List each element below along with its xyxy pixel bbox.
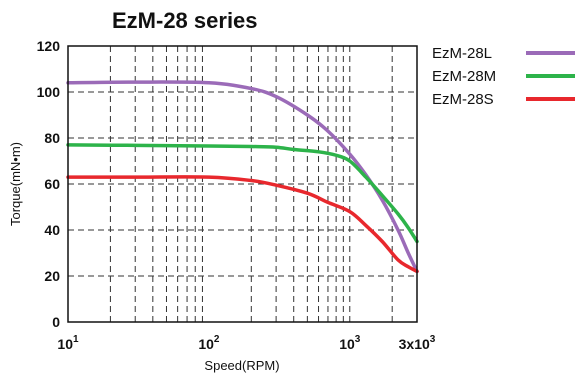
series-line-ezm-28m — [66, 143, 419, 244]
grid-lines — [68, 46, 417, 322]
x-tick-label: 102 — [198, 334, 220, 352]
x-axis-label: Speed(RPM) — [204, 358, 279, 373]
series-line-ezm-28l — [66, 80, 419, 274]
y-tick-label: 120 — [37, 38, 61, 54]
y-tick-label: 20 — [44, 268, 60, 284]
x-tick-label: 103 — [339, 334, 361, 352]
axis-ticks: 0 20 40 60 80 100 120 101 102 103 3x103 — [37, 38, 436, 352]
legend-label-ezm-28l: EzM-28L — [432, 45, 492, 62]
legend-label-ezm-28m: EzM-28M — [432, 68, 496, 85]
y-axis-label: Torque(mN•m) — [8, 142, 23, 226]
plot-frame — [67, 45, 418, 323]
y-tick-label: 80 — [44, 130, 60, 146]
series-line-ezm-28s — [66, 175, 419, 274]
legend-label-ezm-28s: EzM-28S — [432, 91, 494, 108]
y-tick-label: 60 — [44, 176, 60, 192]
y-tick-label: 100 — [37, 84, 61, 100]
x-tick-label: 101 — [57, 334, 79, 352]
y-tick-label: 40 — [44, 222, 60, 238]
legend: EzM-28L EzM-28M EzM-28S — [432, 45, 575, 108]
series-lines — [66, 80, 419, 274]
chart-title: EzM-28 series — [112, 8, 258, 33]
y-tick-label: 0 — [52, 314, 60, 330]
x-tick-label: 3x103 — [399, 334, 436, 352]
